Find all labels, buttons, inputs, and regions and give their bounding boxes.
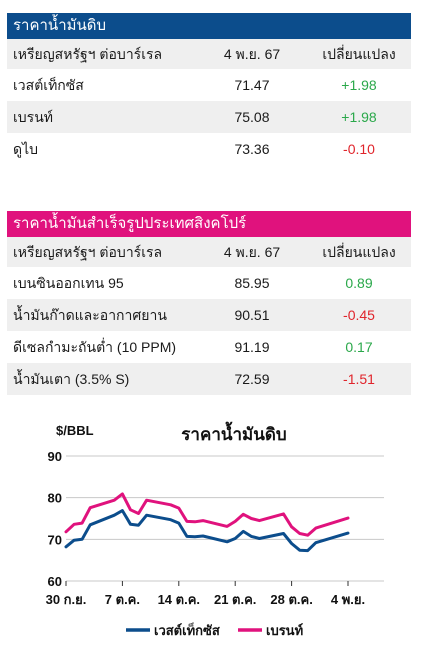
product-price: 90.51 <box>234 307 270 323</box>
table-row: น้ำมันก๊าดและอากาศยาน 90.51 -0.45 <box>7 299 411 331</box>
crude-oil-header-row: เหรียญสหรัฐฯ ต่อบาร์เรล 4 พ.ย. 67 เปลี่ย… <box>7 39 411 69</box>
x-tick-label: 30 ก.ย. <box>46 592 87 607</box>
oil-change: +1.98 <box>341 109 377 125</box>
product-name: น้ำมันเตา (3.5% S) <box>13 371 130 387</box>
x-tick-label: 28 ต.ค. <box>270 592 312 607</box>
table-row: เบนซินออกเทน 95 85.95 0.89 <box>7 267 411 299</box>
crude-oil-title: ราคาน้ำมันดิบ <box>7 13 411 39</box>
y-tick-label: 80 <box>48 491 62 506</box>
x-tick-label: 4 พ.ย. <box>331 592 365 607</box>
x-tick-label: 7 ต.ค. <box>105 592 140 607</box>
oil-name: ดูไบ <box>13 141 39 157</box>
header-date: 4 พ.ย. 67 <box>223 46 281 62</box>
product-change: 0.89 <box>345 275 373 291</box>
y-tick-label: 90 <box>48 449 62 464</box>
product-name: เบนซินออกเทน 95 <box>13 275 124 291</box>
header-date: 4 พ.ย. 67 <box>223 244 281 260</box>
chart-title: ราคาน้ำมันดิบ <box>181 421 286 444</box>
oil-change: +1.98 <box>341 77 377 93</box>
x-tick-label: 14 ต.ค. <box>158 592 200 607</box>
product-name: น้ำมันก๊าดและอากาศยาน <box>13 307 167 323</box>
product-price: 91.19 <box>234 339 270 355</box>
header-change: เปลี่ยนแปลง <box>322 46 396 62</box>
product-change: -1.51 <box>343 371 375 387</box>
table-row: เวสต์เท็กซัส 71.47 +1.98 <box>7 69 411 101</box>
header-unit: เหรียญสหรัฐฯ ต่อบาร์เรล <box>13 244 163 260</box>
header-unit: เหรียญสหรัฐฯ ต่อบาร์เรล <box>13 46 163 62</box>
product-price: 85.95 <box>234 275 270 291</box>
x-tick-label: 21 ต.ค. <box>214 592 256 607</box>
oil-name: เวสต์เท็กซัส <box>13 77 84 93</box>
table-row: ดีเซลกำมะถันต่ำ (10 PPM) 91.19 0.17 <box>7 331 411 363</box>
y-tick-label: 70 <box>48 532 62 547</box>
singapore-products-panel: ราคาน้ำมันสำเร็จรูปประเทศสิงคโปร์ เหรียญ… <box>7 211 411 395</box>
product-price: 72.59 <box>234 371 270 387</box>
singapore-header-row: เหรียญสหรัฐฯ ต่อบาร์เรล 4 พ.ย. 67 เปลี่ย… <box>7 237 411 267</box>
product-change: -0.45 <box>343 307 375 323</box>
crude-oil-panel: ราคาน้ำมันดิบ เหรียญสหรัฐฯ ต่อบาร์เรล 4 … <box>7 13 411 165</box>
y-tick-label: 60 <box>48 574 62 589</box>
product-change: 0.17 <box>345 339 373 355</box>
legend-label: เบรนท์ <box>266 623 303 638</box>
table-row: เบรนท์ 75.08 +1.98 <box>7 101 411 133</box>
oil-price: 71.47 <box>234 77 270 93</box>
table-row: ดูไบ 73.36 -0.10 <box>7 133 411 165</box>
singapore-products-title: ราคาน้ำมันสำเร็จรูปประเทศสิงคโปร์ <box>7 211 411 237</box>
series-line <box>64 509 350 553</box>
product-name: ดีเซลกำมะถันต่ำ (10 PPM) <box>13 339 177 355</box>
crude-oil-price-chart: $/BBL ราคาน้ำมันดิบ 60 70 80 90 30 ก.ย. 7 ต.ค. 1… <box>46 421 384 638</box>
oil-change: -0.10 <box>343 141 375 157</box>
series-line <box>64 492 350 537</box>
oil-price: 73.36 <box>234 141 270 157</box>
y-axis-label: $/BBL <box>56 423 94 438</box>
oil-name: เบรนท์ <box>13 109 53 125</box>
legend-label: เวสต์เท็กซัส <box>154 621 220 638</box>
table-row: น้ำมันเตา (3.5% S) 72.59 -1.51 <box>7 363 411 395</box>
oil-price: 75.08 <box>234 109 270 125</box>
header-change: เปลี่ยนแปลง <box>322 244 396 260</box>
